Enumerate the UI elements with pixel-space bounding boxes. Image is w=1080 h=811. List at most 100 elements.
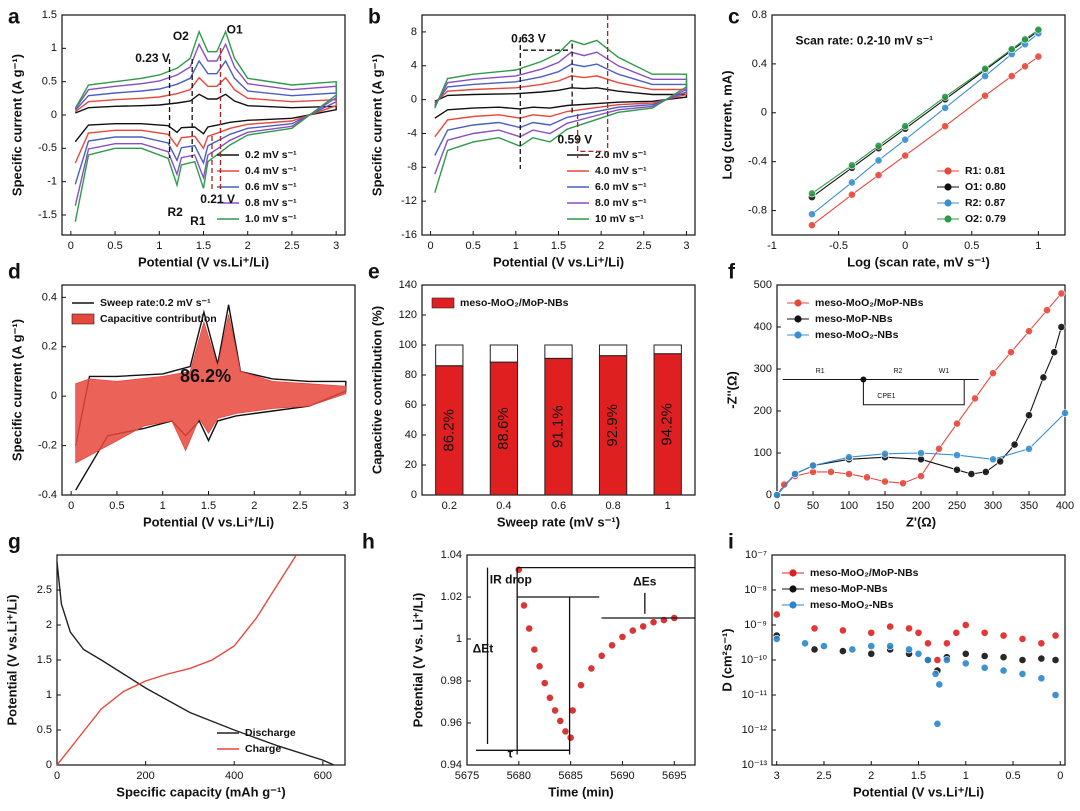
legend-label: Charge [245, 743, 281, 755]
data-point [1057, 323, 1066, 331]
y-tick-label: 2.5 [37, 584, 52, 596]
data-point [999, 653, 1008, 662]
panel-letter: e [368, 261, 380, 284]
y-tick-label: 0.2 [42, 341, 57, 353]
data-point [809, 461, 817, 470]
x-tick-label: 1.5 [201, 500, 216, 512]
data-point [1037, 654, 1046, 663]
data-point [953, 419, 961, 428]
legend-label: 8.0 mV s⁻¹ [595, 197, 647, 209]
bar-segment [598, 355, 628, 496]
data-point [914, 649, 923, 658]
x-axis-label: Potential (V vs.Li⁺/Li) [143, 514, 274, 529]
y-tick-label: 500 [754, 279, 772, 291]
data-point [546, 693, 554, 702]
data-point [639, 622, 648, 631]
x-axis-label: Potential (V vs.Li⁺/Li) [138, 254, 269, 269]
data-point [1037, 639, 1046, 648]
data-point [863, 473, 871, 482]
legend-label: 0.6 mV s⁻¹ [245, 181, 297, 193]
x-tick-label: 0.5 [107, 240, 122, 252]
curve [74, 93, 337, 143]
y-tick-label: 1 [456, 633, 462, 645]
y-tick-label: 60 [405, 399, 417, 411]
x-tick-label: 350 [1020, 500, 1038, 512]
y-axis-label: D (cm²s⁻¹) [719, 628, 734, 691]
x-tick-label: 1 [160, 500, 166, 512]
curve [74, 76, 337, 164]
x-tick-label: 0 [68, 500, 74, 512]
x-axis-label: Log (scan rate, mV s⁻¹) [847, 254, 990, 269]
legend-label: meso-MoO₂/MoP-NBs [460, 297, 569, 309]
data-point [838, 647, 847, 655]
data-point [874, 156, 883, 165]
x-tick-label: 0 [774, 500, 780, 512]
data-point [941, 103, 950, 112]
y-tick-label: -4 [407, 127, 417, 139]
panel-letter: h [362, 531, 375, 554]
annotation: τ [508, 747, 514, 761]
legend-label: meso-MoO₂-NBs [810, 599, 894, 611]
data-point [989, 369, 997, 378]
x-tick-label: 0 [54, 770, 60, 782]
panel-letter: i [728, 531, 734, 554]
circuit-wire [782, 379, 979, 406]
x-tick-label: 1.5 [911, 770, 926, 782]
curve [56, 561, 335, 766]
legend-label: Capacitive contribution [100, 313, 217, 325]
legend-label: O2: 0.79 [965, 213, 1006, 225]
x-tick-label: 5680 [507, 770, 531, 782]
data-point [881, 477, 889, 486]
data-point [952, 628, 961, 637]
y-tick-label: -0.4 [38, 489, 57, 501]
data-point [577, 681, 585, 690]
y-tick-label: 40 [405, 429, 417, 441]
data-point [848, 178, 856, 187]
x-tick-label: 5675 [455, 770, 479, 782]
data-point [772, 610, 781, 619]
data-point [953, 451, 961, 459]
legend-label: R2: 0.87 [965, 197, 1005, 209]
data-point [941, 122, 950, 131]
y-axis-label: Potential (V vs.Li⁺/Li) [4, 594, 19, 725]
bar-segment [598, 344, 628, 357]
legend-label: 10 mV s⁻¹ [595, 213, 644, 225]
y-tick-label: 10⁻¹⁰ [741, 654, 768, 666]
data-point [1043, 306, 1051, 315]
data-point [931, 670, 940, 678]
y-tick-label: 0.4 [752, 58, 767, 70]
data-point [808, 189, 816, 198]
data-point [530, 645, 539, 654]
y-tick-label: 0 [51, 109, 57, 121]
legend-label: meso-MoO₂-NBs [815, 329, 899, 341]
data-point [933, 656, 942, 664]
data-point [1021, 62, 1029, 71]
data-point [935, 444, 943, 453]
y-tick-label: 1.02 [441, 591, 462, 603]
x-tick-label: 3 [774, 770, 780, 782]
legend-label: meso-MoP-NBs [815, 313, 893, 325]
x-axis-label: Specific capacity (mAh g⁻¹) [116, 784, 285, 799]
y-tick-label: -0.2 [38, 439, 57, 451]
data-point [1007, 72, 1016, 81]
data-point [981, 64, 989, 73]
y-tick-label: 1 [46, 689, 52, 701]
x-tick-label: 0 [902, 240, 908, 252]
annotation: ΔEt [473, 642, 494, 656]
data-point [628, 626, 637, 635]
data-point [587, 664, 596, 673]
annotation: O2 [173, 29, 189, 43]
x-tick-label: 150 [876, 500, 894, 512]
x-axis-label: Potential (V vs.Li⁺/Li) [493, 254, 624, 269]
y-tick-label: 1.5 [42, 9, 57, 21]
x-tick-label: 1.5 [551, 240, 566, 252]
data-point [838, 626, 847, 635]
x-tick-label: 2 [245, 240, 251, 252]
legend-label: meso-MoO₂/MoP-NBs [815, 297, 924, 309]
legend-swatch [944, 199, 952, 207]
data-point [1050, 348, 1059, 357]
data-point [874, 171, 883, 180]
annotation: 86.2% [180, 366, 231, 386]
legend-label: 0.8 mV s⁻¹ [245, 197, 297, 209]
